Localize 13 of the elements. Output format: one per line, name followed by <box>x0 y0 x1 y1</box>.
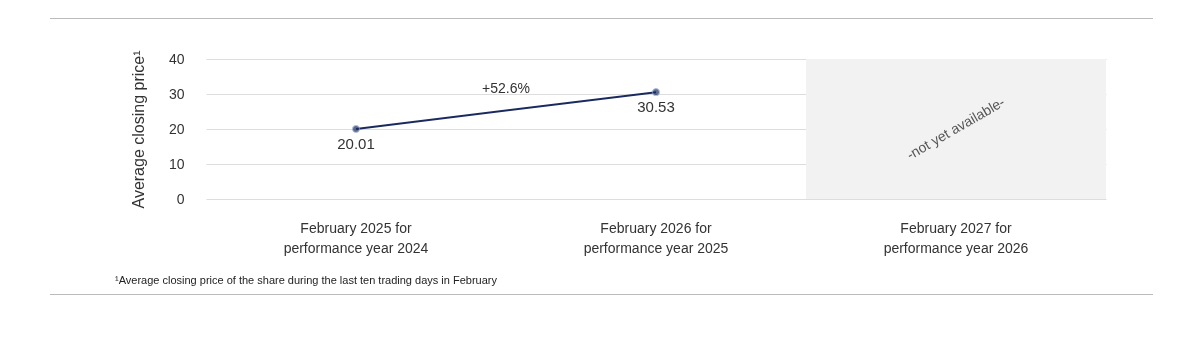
data-label: 20.01 <box>337 134 375 152</box>
y-tick-label: 0 <box>176 190 185 207</box>
y-tick-label: 40 <box>168 50 185 67</box>
y-tick-label: 30 <box>168 85 185 102</box>
text: ¹Average closing price of the share during the last ten trading days in February <box>115 274 498 286</box>
x-tick-label: February 2027 for performance year 2026 <box>883 219 1029 256</box>
y-axis-title: Average closing price¹ <box>129 50 147 209</box>
x-tick-label: February 2025 for performance year 2024 <box>283 219 429 256</box>
y-tick-label: 20 <box>168 120 185 137</box>
x-tick-label: February 2026 for performance year 2025 <box>583 219 729 256</box>
y-tick-label: 10 <box>168 155 185 172</box>
annotation: +52.6% <box>482 79 530 96</box>
data-label: 30.53 <box>637 98 675 116</box>
